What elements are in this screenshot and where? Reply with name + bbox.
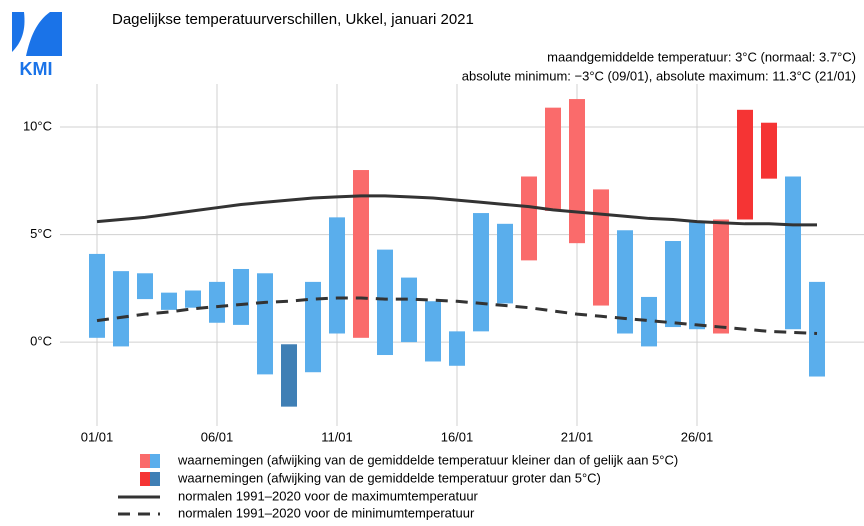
legend-label: waarnemingen (afwijking van de gemiddeld…: [177, 470, 601, 485]
bar: [257, 273, 273, 375]
line: [96, 194, 817, 227]
bar: [233, 268, 249, 325]
y-tick-label: 5°C: [30, 226, 52, 241]
logo-text: KMI: [20, 59, 53, 79]
legend-swatch: [140, 472, 150, 486]
bar: [497, 223, 513, 304]
bar: [401, 277, 417, 343]
legend-swatch: [150, 472, 160, 486]
x-tick-label: 26/01: [681, 429, 714, 444]
bar: [809, 281, 825, 377]
bar: [593, 189, 609, 306]
bar: [521, 176, 537, 261]
x-tick-label: 16/01: [441, 429, 474, 444]
x-tick-label: 01/01: [81, 429, 114, 444]
bar: [569, 99, 585, 244]
line: [96, 296, 818, 336]
legend-swatch: [140, 454, 150, 468]
bar: [353, 170, 369, 338]
x-tick-label: 21/01: [561, 429, 594, 444]
bar: [713, 219, 729, 334]
bar: [545, 107, 561, 211]
bar: [617, 230, 633, 334]
bar: [89, 253, 105, 338]
bar: [305, 281, 321, 373]
bar: [329, 217, 345, 334]
legend-swatch: [150, 454, 160, 468]
subtitle: maandgemiddelde temperatuur: 3°C (normaa…: [547, 49, 856, 64]
logo: KMI: [12, 12, 62, 79]
bar: [665, 241, 681, 328]
logo-shape: [26, 12, 62, 56]
bar: [761, 122, 777, 179]
chart-title: Dagelijkse temperatuurverschillen, Ukkel…: [112, 11, 474, 28]
bar: [281, 344, 297, 407]
legend-label: normalen 1991–2020 voor de minimumtemper…: [178, 505, 475, 520]
x-tick-label: 11/01: [321, 429, 353, 444]
bar: [737, 109, 753, 220]
bar: [785, 176, 801, 330]
bar: [425, 301, 441, 362]
bar: [473, 213, 489, 332]
bar: [641, 296, 657, 347]
bar: [161, 292, 177, 310]
bar: [449, 331, 465, 366]
subtitle: absolute minimum: −3°C (09/01), absolute…: [462, 68, 856, 83]
bar: [689, 221, 705, 330]
bar: [377, 249, 393, 356]
bar: [137, 273, 153, 300]
legend-label: waarnemingen (afwijking van de gemiddeld…: [177, 452, 678, 467]
legend-label: normalen 1991–2020 voor de maximumtemper…: [178, 488, 479, 503]
bar: [113, 271, 129, 347]
bar: [209, 281, 225, 323]
y-tick-label: 10°C: [23, 118, 52, 133]
x-tick-label: 06/01: [201, 429, 234, 444]
y-tick-label: 0°C: [30, 334, 52, 349]
bar: [185, 290, 201, 308]
logo-shape: [12, 12, 25, 52]
